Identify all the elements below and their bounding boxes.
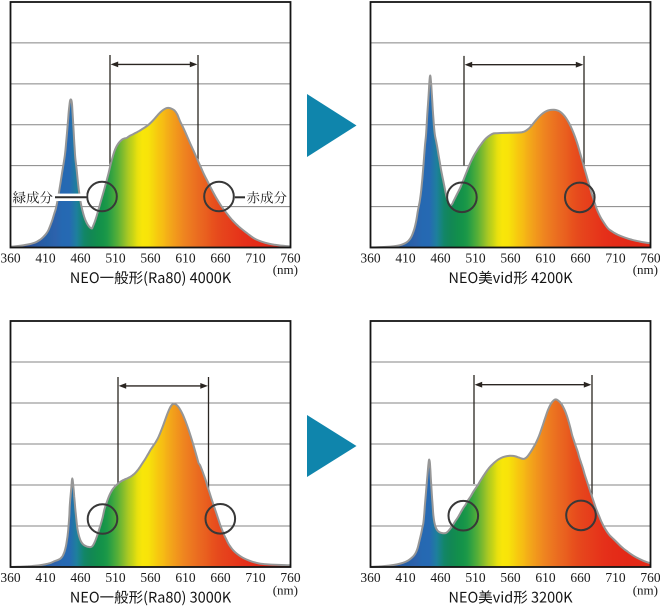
svg-text:510: 510: [465, 251, 486, 266]
svg-text:510: 510: [465, 570, 486, 585]
svg-text:510: 510: [105, 251, 126, 266]
svg-text:660: 660: [570, 570, 591, 585]
svg-text:560: 560: [140, 570, 161, 585]
svg-text:710: 710: [245, 570, 266, 585]
svg-text:760: 760: [280, 570, 301, 585]
svg-text:460: 460: [70, 251, 91, 266]
svg-text:(nm): (nm): [273, 262, 298, 277]
svg-text:(nm): (nm): [273, 583, 298, 598]
svg-text:410: 410: [395, 251, 416, 266]
svg-text:360: 360: [360, 251, 381, 266]
svg-text:760: 760: [280, 251, 301, 266]
svg-text:460: 460: [70, 570, 91, 585]
svg-text:510: 510: [105, 570, 126, 585]
svg-text:610: 610: [175, 570, 196, 585]
svg-text:560: 560: [500, 570, 521, 585]
svg-text:710: 710: [605, 251, 626, 266]
svg-text:360: 360: [0, 251, 21, 266]
svg-text:360: 360: [360, 570, 381, 585]
svg-text:460: 460: [430, 251, 451, 266]
svg-text:710: 710: [245, 251, 266, 266]
svg-text:(nm): (nm): [633, 262, 658, 277]
svg-text:360: 360: [0, 570, 21, 585]
svg-text:610: 610: [535, 570, 556, 585]
svg-text:760: 760: [640, 251, 660, 266]
svg-text:610: 610: [175, 251, 196, 266]
svg-text:410: 410: [395, 570, 416, 585]
svg-text:410: 410: [35, 251, 56, 266]
svg-text:(nm): (nm): [633, 583, 658, 598]
svg-text:460: 460: [430, 570, 451, 585]
svg-text:660: 660: [210, 570, 231, 585]
svg-text:710: 710: [605, 570, 626, 585]
svg-text:560: 560: [140, 251, 161, 266]
svg-text:760: 760: [640, 570, 660, 585]
svg-text:410: 410: [35, 570, 56, 585]
svg-text:560: 560: [500, 251, 521, 266]
svg-text:660: 660: [570, 251, 591, 266]
svg-text:660: 660: [210, 251, 231, 266]
svg-text:610: 610: [535, 251, 556, 266]
